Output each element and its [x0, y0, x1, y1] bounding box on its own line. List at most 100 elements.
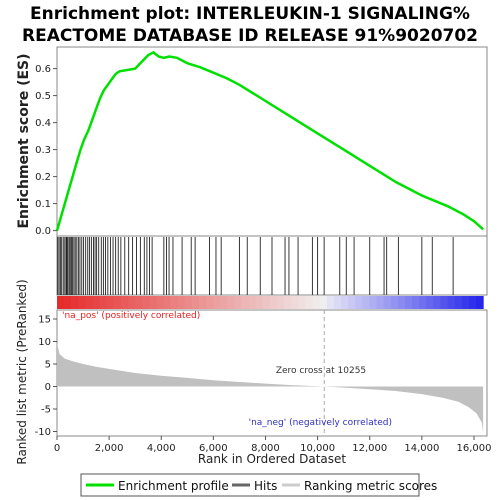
- x-tick-label: 14,000: [404, 443, 439, 454]
- es-y-tick-label: 0.1: [35, 199, 51, 210]
- rank-color-bar: [57, 296, 484, 309]
- color-bar-segment: [220, 296, 229, 309]
- color-bar-segment: [440, 296, 449, 309]
- color-bar-segment: [433, 296, 442, 309]
- hits-panel: [56, 235, 488, 309]
- color-bar-segment: [149, 296, 158, 309]
- metric-y-tick-label: 15: [38, 315, 51, 326]
- color-bar-segment: [170, 296, 179, 309]
- metric-y-tick-label: 5: [45, 360, 51, 371]
- color-bar-segment: [191, 296, 200, 309]
- color-bar-segment: [341, 296, 349, 309]
- color-bar-segment: [262, 296, 271, 309]
- color-bar-segment: [369, 296, 378, 309]
- negative-correlation-label: 'na_neg' (negatively correlated): [249, 418, 392, 428]
- color-bar-segment: [99, 296, 108, 309]
- metric-panel: -10 -5 0 5 10 15 'na_pos' (positively correla…: [15, 279, 488, 465]
- color-bar-segment: [85, 296, 94, 309]
- color-bar-segment: [206, 296, 214, 309]
- x-tick-label: 6,000: [199, 443, 228, 454]
- color-bar-segment: [156, 296, 165, 309]
- x-tick-label: 16,000: [456, 443, 491, 454]
- legend-enrichment-label: Enrichment profile: [118, 479, 229, 493]
- color-bar-segment: [71, 296, 79, 309]
- legend-hits-label: Hits: [254, 479, 277, 493]
- metric-y-tick-label: -5: [41, 405, 51, 416]
- color-bar-segment: [113, 296, 122, 309]
- metric-y-tick-label: -10: [35, 427, 51, 438]
- color-bar-segment: [213, 296, 221, 309]
- ranking-metric-area: [57, 343, 484, 433]
- color-bar-segment: [227, 296, 236, 309]
- color-bar-segment: [241, 296, 250, 309]
- color-bar-segment: [106, 296, 115, 309]
- color-bar-segment: [312, 296, 321, 309]
- color-bar-segment: [277, 296, 285, 309]
- color-bar-segment: [78, 296, 87, 309]
- color-bar-segment: [326, 296, 335, 309]
- es-y-tick-label: 0.5: [35, 91, 51, 102]
- color-bar-segment: [92, 296, 101, 309]
- color-bar-segment: [461, 296, 470, 309]
- zero-cross-label: Zero cross at 10255: [276, 366, 366, 376]
- color-bar-segment: [362, 296, 371, 309]
- color-bar-segment: [383, 296, 392, 309]
- color-bar-segment: [404, 296, 413, 309]
- x-tick-label: 8,000: [251, 443, 280, 454]
- color-bar-segment: [199, 296, 207, 309]
- color-bar-segment: [142, 296, 150, 309]
- x-tick-label: 0: [54, 443, 60, 454]
- color-bar-segment: [390, 296, 399, 309]
- x-tick-label: 2,000: [95, 443, 124, 454]
- color-bar-segment: [128, 296, 136, 309]
- metric-y-axis-label: Ranked list metric (PreRanked): [15, 279, 29, 464]
- legend: Enrichment profile Hits Ranking metric s…: [80, 473, 437, 497]
- es-y-axis-label: Enrichment score (ES): [16, 53, 32, 228]
- color-bar-segment: [319, 296, 328, 309]
- color-bar-segment: [284, 296, 292, 309]
- x-tick-label: 4,000: [147, 443, 176, 454]
- title-line-2: REACTOME DATABASE ID RELEASE 91%9020702: [22, 26, 478, 46]
- color-bar-segment: [397, 296, 406, 309]
- color-bar-segment: [376, 296, 385, 309]
- x-tick-label: 12,000: [352, 443, 387, 454]
- es-panel: 0.0 0.1 0.2 0.3 0.4 0.5 0.6 Enrichment score (…: [16, 46, 488, 237]
- color-bar-segment: [333, 296, 342, 309]
- hits-marks: [57, 237, 454, 295]
- color-bar-segment: [454, 296, 463, 309]
- color-bar-segment: [163, 296, 172, 309]
- legend-metric-label: Ranking metric scores: [304, 479, 437, 493]
- color-bar-segment: [305, 296, 314, 309]
- color-bar-segment: [255, 296, 264, 309]
- es-y-tick-label: 0.3: [35, 145, 51, 156]
- es-y-tick-label: 0.4: [35, 118, 51, 129]
- color-bar-segment: [177, 296, 186, 309]
- x-tick-label: 10,000: [300, 443, 335, 454]
- color-bar-segment: [270, 296, 278, 309]
- es-y-tick-label: 0.6: [35, 64, 51, 75]
- es-panel-frame: [56, 46, 488, 237]
- positive-correlation-label: 'na_pos' (positively correlated): [62, 311, 200, 321]
- color-bar-segment: [291, 296, 300, 309]
- color-bar-segment: [135, 296, 143, 309]
- color-bar-segment: [64, 296, 72, 309]
- color-bar-segment: [475, 296, 484, 309]
- color-bar-segment: [468, 296, 477, 309]
- color-bar-segment: [426, 296, 434, 309]
- metric-y-tick-label: 10: [38, 337, 51, 348]
- color-bar-segment: [419, 296, 427, 309]
- title-line-1: Enrichment plot: INTERLEUKIN-1 SIGNALING…: [30, 4, 470, 24]
- x-axis-label: Rank in Ordered Dataset: [198, 452, 346, 466]
- es-y-tick-label: 0.2: [35, 172, 51, 183]
- color-bar-segment: [412, 296, 420, 309]
- color-bar-segment: [348, 296, 356, 309]
- metric-y-tick-label: 0: [45, 382, 51, 393]
- metric-y-axis: -10 -5 0 5 10 15: [35, 315, 57, 438]
- x-axis: 0 2,000 4,000 6,000 8,000 10,000 12,000 14,000 1…: [54, 436, 491, 454]
- color-bar-segment: [248, 296, 257, 309]
- enrichment-profile-line: [55, 50, 484, 231]
- es-y-axis: 0.0 0.1 0.2 0.3 0.4 0.5 0.6: [35, 64, 57, 237]
- color-bar-segment: [355, 296, 363, 309]
- color-bar-segment: [447, 296, 456, 309]
